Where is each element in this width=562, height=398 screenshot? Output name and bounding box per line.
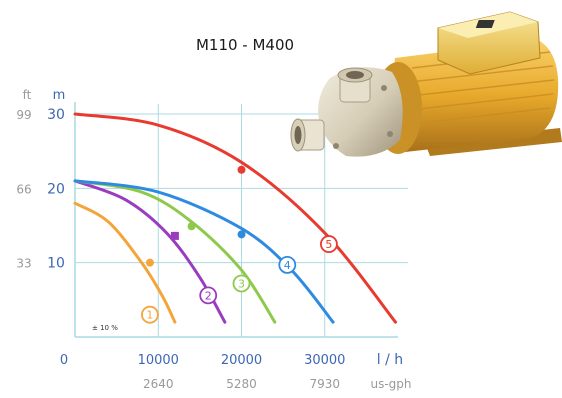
y2-tick-label: 33 — [16, 257, 31, 271]
series-badge-circle — [199, 286, 218, 305]
operating-point-marker — [237, 165, 246, 174]
x2-axis-label: us-gph — [370, 377, 411, 391]
series-badge-circle — [278, 255, 297, 274]
series-badge-label: 3 — [238, 277, 245, 290]
series-curve-5 — [73, 112, 398, 324]
housing-bolt — [387, 131, 393, 137]
x-tick-label: 20000 — [221, 353, 262, 368]
series-curve-1 — [73, 201, 177, 324]
inlet-opening — [294, 126, 302, 144]
x-tick-label: 10000 — [138, 353, 179, 368]
y-tick-label: 10 — [47, 256, 65, 272]
y2-tick-label: 99 — [16, 108, 31, 122]
series-badge-label: 2 — [205, 289, 212, 302]
y-axis-label: m — [53, 88, 66, 103]
operating-point-marker — [187, 222, 196, 231]
terminal-label — [475, 20, 495, 28]
x-tick-label: 30000 — [304, 353, 345, 368]
tolerance-annotation: ± 10 % — [92, 324, 118, 332]
operating-point-marker — [170, 231, 179, 240]
series-curve-3 — [73, 179, 277, 324]
series-curves: 1 2 3 4 5 — [73, 112, 398, 324]
outlet-opening — [346, 71, 364, 79]
x-tick-label: 0 — [60, 353, 68, 368]
series-badge-label: 1 — [146, 309, 153, 322]
housing-bolt — [333, 143, 339, 149]
series-badge-circle — [232, 274, 251, 293]
series-badge-circle — [320, 235, 338, 253]
operating-point-marker — [237, 230, 246, 239]
chart-labels: M110 - M400 ± 10 % l / h us-gph m ft 0 10… — [16, 36, 411, 391]
y2-tick-label: 66 — [16, 182, 31, 196]
housing-bolt — [381, 85, 387, 91]
x2-tick-label: 2640 — [143, 377, 174, 391]
chart-title: M110 - M400 — [196, 36, 294, 54]
motor-fins — [409, 51, 555, 125]
axes — [74, 102, 398, 338]
series-4: 4 — [73, 179, 335, 324]
x-axis-label: l / h — [377, 352, 403, 368]
operating-point-marker — [145, 258, 154, 267]
series-2: 2 — [73, 179, 227, 324]
pump-illustration — [290, 11, 562, 157]
motor-body — [392, 40, 559, 152]
series-badge-label: 5 — [325, 238, 332, 251]
y-tick-label: 30 — [47, 107, 65, 123]
series-curve-4 — [73, 179, 335, 324]
series-badge-label: 4 — [284, 259, 291, 272]
series-3: 3 — [73, 179, 277, 324]
y2-axis-label: ft — [23, 88, 32, 102]
x2-tick-label: 7930 — [309, 377, 340, 391]
y-tick-label: 20 — [47, 181, 65, 197]
x2-tick-label: 5280 — [226, 377, 257, 391]
series-5: 5 — [73, 112, 398, 324]
series-badge-circle — [141, 305, 159, 324]
series-1: 1 — [73, 201, 177, 324]
